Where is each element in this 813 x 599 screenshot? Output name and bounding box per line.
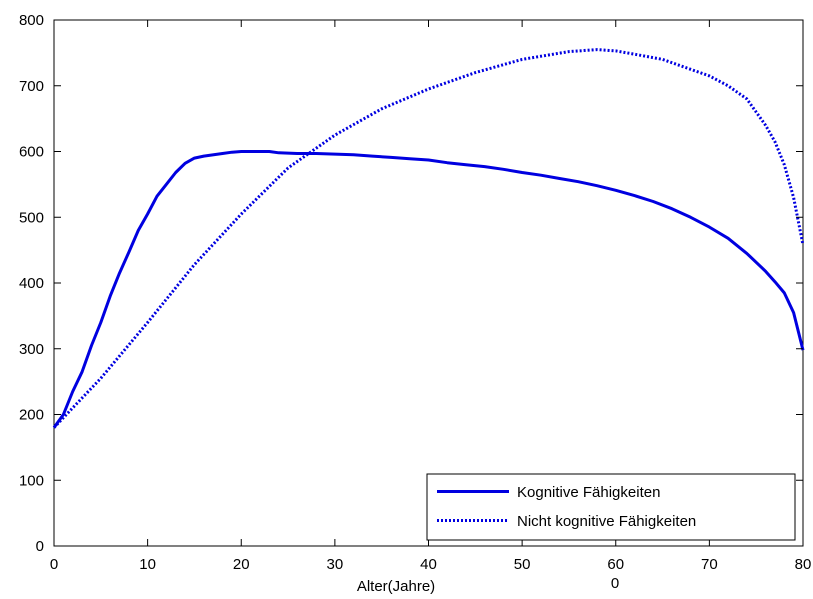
x-tick-label-6: 60 — [607, 556, 624, 573]
y-tick-label-6: 600 — [19, 144, 44, 161]
x-tick-label-3: 30 — [327, 556, 344, 573]
legend-label-nicht-kognitive: Nicht kognitive Fähigkeiten — [517, 513, 696, 530]
x-tick-label-1: 10 — [139, 556, 156, 573]
y-tick-label-5: 500 — [19, 209, 44, 226]
x-tick-label-8: 80 — [795, 556, 812, 573]
x-tick-note: 0 — [611, 575, 619, 592]
y-tick-label-8: 800 — [19, 12, 44, 29]
series-layer — [52, 48, 805, 429]
x-tick-label-5: 50 — [514, 556, 531, 573]
y-tick-label-1: 100 — [19, 472, 44, 489]
x-tick-label-4: 40 — [420, 556, 437, 573]
y-tick-label-4: 400 — [19, 275, 44, 292]
tick-labels-layer: 0 10 20 30 40 50 60 70 8001002003004005006007008… — [19, 12, 811, 573]
y-tick-label-0: 0 — [36, 538, 44, 555]
series-line-1 — [52, 48, 805, 429]
series-line-0 — [52, 150, 805, 429]
x-tick-label-0: 0 — [50, 556, 58, 573]
x-tick-label-2: 20 — [233, 556, 250, 573]
y-tick-label-7: 700 — [19, 78, 44, 95]
x-tick-label-7: 70 — [701, 556, 718, 573]
x-axis-label: Alter(Jahre) — [357, 578, 435, 595]
legend-box — [426, 473, 796, 541]
y-tick-label-2: 200 — [19, 407, 44, 424]
legend-label-kognitive: Kognitive Fähigkeiten — [517, 484, 660, 501]
legend: Kognitive Fähigkeiten Nicht kognitive Fä… — [426, 473, 796, 541]
y-tick-label-3: 300 — [19, 341, 44, 358]
ticks-layer — [53, 19, 804, 547]
plot-area — [53, 19, 804, 547]
